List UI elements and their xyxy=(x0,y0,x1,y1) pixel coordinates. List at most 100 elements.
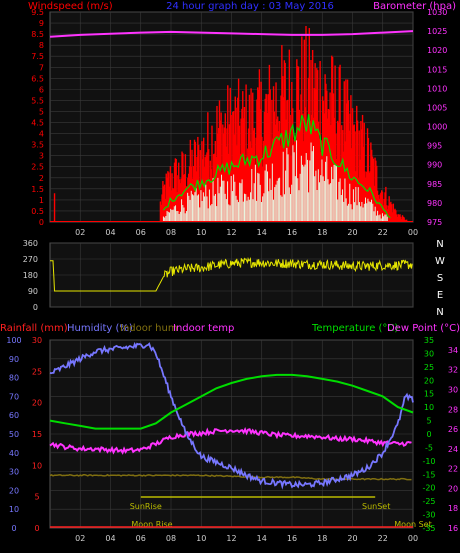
temp-y-tick: 15 xyxy=(424,390,434,399)
temp-x-tick: 20 xyxy=(347,534,357,543)
wind-y-tick: 9 xyxy=(39,19,44,28)
wind-x-tick: 20 xyxy=(347,228,357,237)
rain-y-tick: 10 xyxy=(32,461,42,470)
moonrise-label: Moon Rise xyxy=(131,520,172,529)
temperature-line xyxy=(49,373,414,430)
indoor-y-tick: 20 xyxy=(448,484,458,493)
direction-y-tick: 0 xyxy=(33,303,38,312)
wind-x-tick: 14 xyxy=(257,228,267,237)
baro-y-tick: 1015 xyxy=(427,65,447,74)
wind-y-tick: 6.5 xyxy=(31,74,44,83)
humidity-y-tick: 90 xyxy=(9,355,19,364)
baro-y-tick: 990 xyxy=(427,161,442,170)
wind-y-tick: 2.5 xyxy=(31,163,44,172)
wind-x-tick: 18 xyxy=(317,228,327,237)
wind-y-tick: 3 xyxy=(39,152,44,161)
compass-label: N xyxy=(436,239,443,250)
compass-label: E xyxy=(437,290,443,301)
indoor-y-tick: 18 xyxy=(448,504,458,513)
humidity-y-tick: 20 xyxy=(9,486,19,495)
temp-y-tick: 35 xyxy=(424,336,434,345)
indoor-humidity-line xyxy=(49,473,412,481)
temp-y-tick: 10 xyxy=(424,403,434,412)
graph-title: 24 hour graph day : 03 May 2016 xyxy=(166,1,334,12)
rain-y-tick: 20 xyxy=(32,399,42,408)
wind-direction-line xyxy=(50,256,413,292)
wind-y-tick: 2 xyxy=(39,174,44,183)
wind-y-tick: 5.5 xyxy=(31,96,44,105)
wind-y-tick: 0 xyxy=(39,218,44,227)
baro-y-tick: 1025 xyxy=(427,27,447,36)
wind-x-tick: 08 xyxy=(166,228,176,237)
temp-x-tick: 18 xyxy=(317,534,327,543)
baro-y-tick: 1030 xyxy=(427,8,447,17)
indoor-y-tick: 16 xyxy=(448,524,458,533)
direction-y-tick: 270 xyxy=(23,255,38,264)
compass-label: N xyxy=(436,307,443,318)
wind-y-tick: 0.5 xyxy=(31,207,44,216)
temp-y-tick: 20 xyxy=(424,376,434,385)
direction-y-tick: 360 xyxy=(23,239,38,248)
wind-y-tick: 8.5 xyxy=(31,30,44,39)
temp-y-tick: -30 xyxy=(422,511,435,520)
temp-x-tick: 04 xyxy=(105,534,115,543)
baro-y-tick: 995 xyxy=(427,142,442,151)
indoor-y-tick: 30 xyxy=(448,385,458,394)
humidity-y-tick: 100 xyxy=(6,336,21,345)
temp-y-tick: 5 xyxy=(426,417,431,426)
wind-y-tick: 7 xyxy=(39,63,44,72)
temp-x-tick: 02 xyxy=(75,534,85,543)
humidity-y-tick: 50 xyxy=(9,430,19,439)
rain-y-tick: 15 xyxy=(32,430,42,439)
humidity-label: Humidity (%) xyxy=(67,323,133,334)
temp-x-tick: 12 xyxy=(226,534,236,543)
temp-y-tick: -25 xyxy=(422,497,435,506)
wind-x-tick: 02 xyxy=(75,228,85,237)
temp-x-tick: 08 xyxy=(166,534,176,543)
wind-x-tick: 06 xyxy=(136,228,146,237)
rainfall-label: Rainfall (mm) xyxy=(0,323,68,334)
wind-y-tick: 3.5 xyxy=(31,141,44,150)
temp-x-tick: 00 xyxy=(408,534,418,543)
moonset-label: Moon Set xyxy=(394,520,431,529)
temp-x-tick: 10 xyxy=(196,534,206,543)
dewpoint-line xyxy=(49,426,412,455)
humidity-y-tick: 70 xyxy=(9,392,19,401)
rain-y-tick: 5 xyxy=(34,493,39,502)
wind-y-tick: 7.5 xyxy=(31,52,44,61)
humidity-y-tick: 0 xyxy=(11,524,16,533)
wind-y-tick: 8 xyxy=(39,41,44,50)
temp-x-tick: 06 xyxy=(136,534,146,543)
temp-y-tick: 25 xyxy=(424,363,434,372)
baro-y-tick: 985 xyxy=(427,180,442,189)
wind-y-tick: 4 xyxy=(39,130,44,139)
humidity-y-tick: 60 xyxy=(9,411,19,420)
direction-y-tick: 180 xyxy=(23,271,38,280)
sunset-label: SunSet xyxy=(362,502,390,511)
rain-y-tick: 25 xyxy=(32,367,42,376)
wind-y-tick: 9.5 xyxy=(31,8,44,17)
temp-x-tick: 16 xyxy=(287,534,297,543)
wind-x-tick: 16 xyxy=(287,228,297,237)
wind-x-tick: 12 xyxy=(226,228,236,237)
humidity-y-tick: 80 xyxy=(9,374,19,383)
temp-y-tick: 30 xyxy=(424,349,434,358)
humidity-y-tick: 10 xyxy=(9,505,19,514)
indoor-y-tick: 28 xyxy=(448,405,458,414)
wind-y-tick: 5 xyxy=(39,107,44,116)
avg-wind-line xyxy=(162,114,391,219)
temp-x-tick: 22 xyxy=(378,534,388,543)
compass-label: W xyxy=(435,256,445,267)
indoor-humidity-label: Indoor hum xyxy=(120,323,178,334)
indoor-y-tick: 24 xyxy=(448,445,458,454)
wind-y-tick: 1 xyxy=(39,196,44,205)
wind-x-tick: 00 xyxy=(408,228,418,237)
baro-y-tick: 1010 xyxy=(427,84,447,93)
baro-y-tick: 975 xyxy=(427,218,442,227)
compass-label: S xyxy=(437,273,443,284)
baro-y-tick: 1005 xyxy=(427,103,447,112)
temp-y-tick: -35 xyxy=(422,524,435,533)
baro-y-tick: 980 xyxy=(427,199,442,208)
